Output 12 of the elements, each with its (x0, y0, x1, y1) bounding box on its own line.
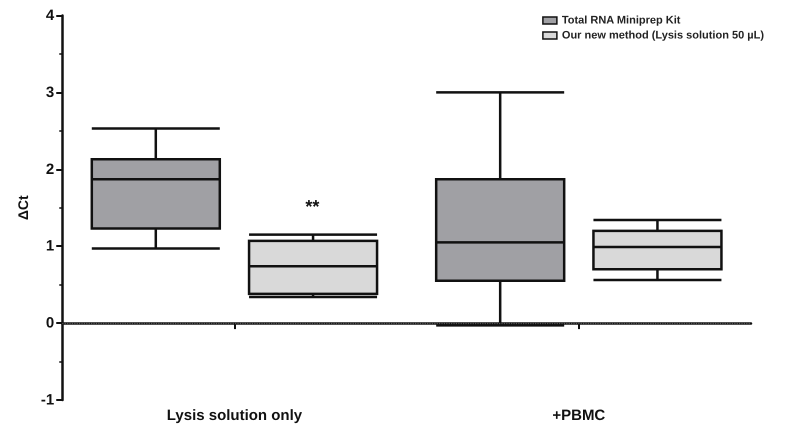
y-tick-label: 4 (46, 7, 55, 24)
y-tick-label: 1 (46, 238, 54, 255)
y-tick-label: 3 (46, 84, 54, 101)
x-tick-label: Lysis solution only (166, 407, 303, 424)
y-tick-label: 2 (46, 160, 54, 178)
annotation: ** (305, 196, 320, 217)
legend-label: Total RNA Miniprep Kit (562, 14, 681, 26)
legend-label: Our new method (Lysis solution 50 µL) (562, 30, 764, 42)
y-axis-title: ΔCt (15, 195, 31, 220)
y-tick-label: -1 (40, 392, 54, 408)
y-tick-label: 0 (46, 314, 54, 332)
x-tick-label: +PBMC (552, 407, 606, 424)
